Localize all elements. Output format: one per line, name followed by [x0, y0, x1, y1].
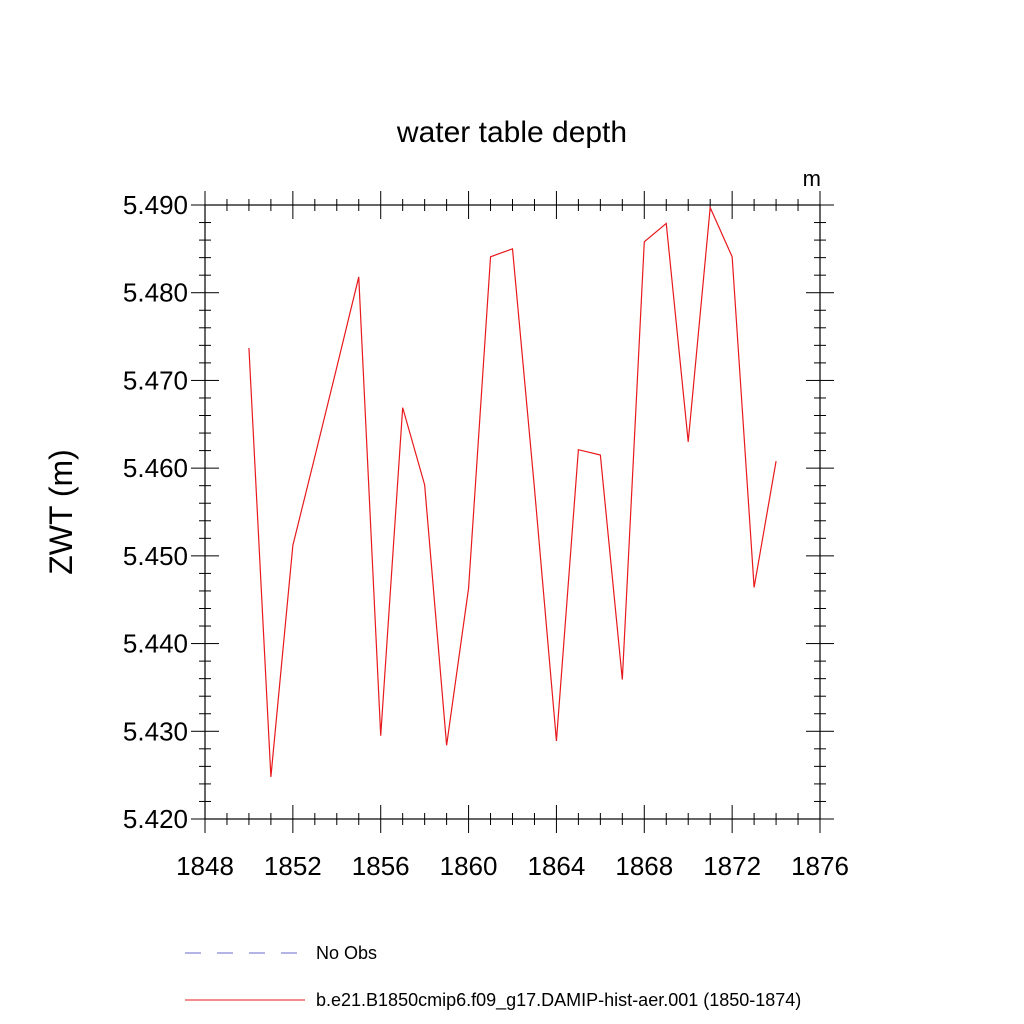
- chart-title: water table depth: [396, 116, 627, 149]
- legend: No Obs b.e21.B1850cmip6.f09_g17.DAMIP-his…: [185, 943, 801, 1011]
- x-tick-label: 1876: [791, 851, 849, 881]
- y-tick-label: 5.450: [123, 541, 188, 571]
- units-label: m: [803, 166, 821, 191]
- series-lines: [248, 205, 777, 777]
- legend-entry-label: No Obs: [316, 943, 377, 963]
- tick-marks: [191, 191, 834, 833]
- x-tick-label: 1864: [528, 851, 586, 881]
- y-tick-label: 5.440: [123, 629, 188, 659]
- x-tick-label: 1852: [264, 851, 322, 881]
- x-tick-label: 1848: [176, 851, 234, 881]
- series-line: [248, 205, 777, 777]
- x-tick-label: 1868: [615, 851, 673, 881]
- y-tick-label: 5.430: [123, 716, 188, 746]
- y-tick-label: 5.490: [123, 190, 188, 220]
- y-tick-label: 5.460: [123, 453, 188, 483]
- x-tick-label: 1860: [440, 851, 498, 881]
- y-tick-label: 5.420: [123, 804, 188, 834]
- legend-entry-label: b.e21.B1850cmip6.f09_g17.DAMIP-hist-aer.…: [316, 990, 801, 1011]
- x-tick-label: 1856: [352, 851, 410, 881]
- plot-frame: [204, 204, 821, 820]
- y-tick-labels: 5.420 5.430 5.440 5.450 5.460 5.470 5.480 5.490: [123, 190, 188, 834]
- y-tick-label: 5.480: [123, 278, 188, 308]
- x-tick-labels: 1848 1852 1856 1860 1864 1868 1872 1876: [176, 851, 849, 881]
- x-tick-label: 1872: [703, 851, 761, 881]
- y-tick-label: 5.470: [123, 365, 188, 395]
- y-axis-label: ZWT (m): [43, 449, 79, 575]
